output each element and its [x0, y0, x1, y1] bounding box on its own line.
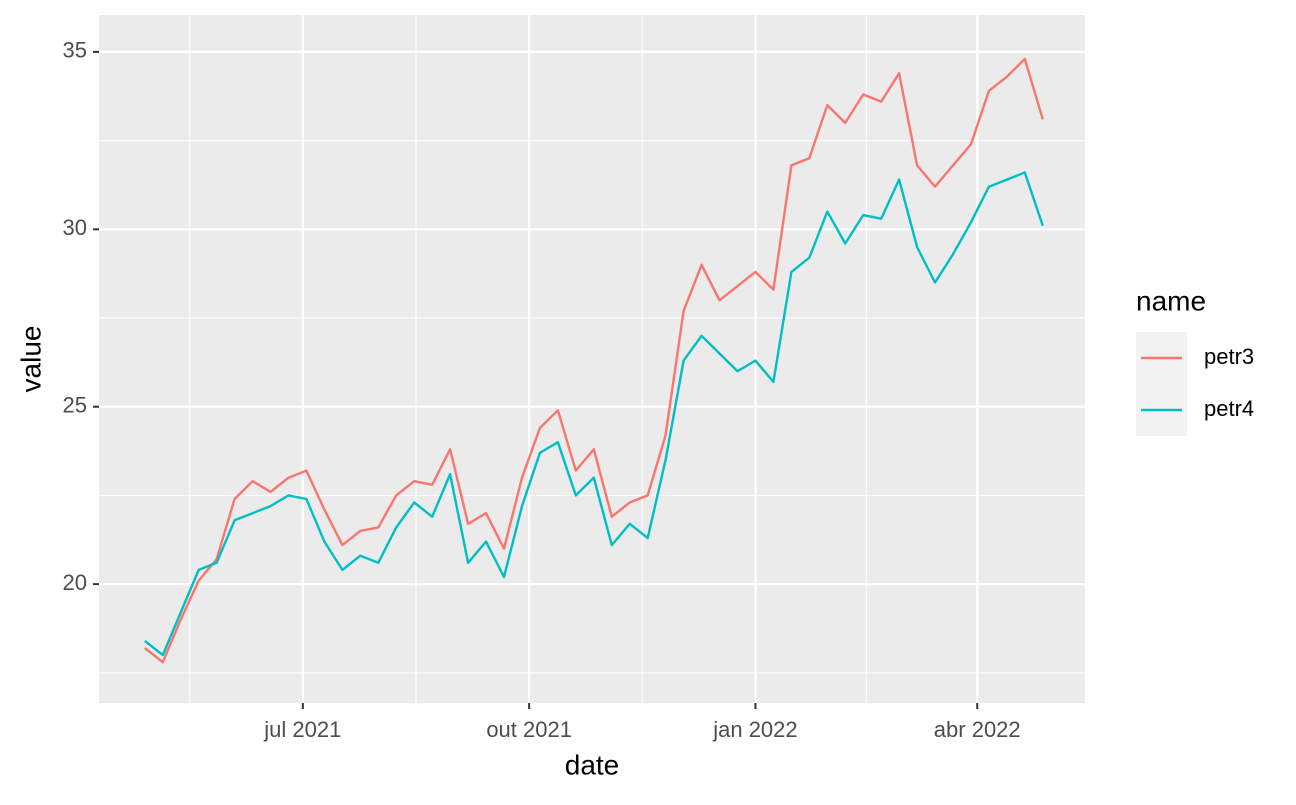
y-axis-title: value [15, 326, 46, 393]
legend-label: petr4 [1204, 396, 1254, 421]
line-series [144, 57, 1044, 664]
legend-key-background [1136, 332, 1187, 436]
lines [144, 57, 1044, 664]
legend: petr3 petr4 [1136, 332, 1254, 436]
legend-label: petr3 [1204, 344, 1254, 369]
y-tick-label: 30 [63, 215, 87, 240]
y-tick-label: 20 [63, 570, 87, 595]
line-series [144, 171, 1044, 657]
x-tick-label: jul 2021 [263, 717, 341, 742]
x-axis-title: date [565, 749, 620, 780]
grid [99, 15, 1085, 703]
x-tick-label: jan 2022 [712, 717, 797, 742]
y-tick-label: 35 [63, 38, 87, 63]
panel [99, 15, 1085, 703]
x-tick-label: out 2021 [486, 717, 572, 742]
legend-title: name [1136, 285, 1206, 316]
x-tick-label: abr 2022 [934, 717, 1021, 742]
y-tick-label: 25 [63, 393, 87, 418]
